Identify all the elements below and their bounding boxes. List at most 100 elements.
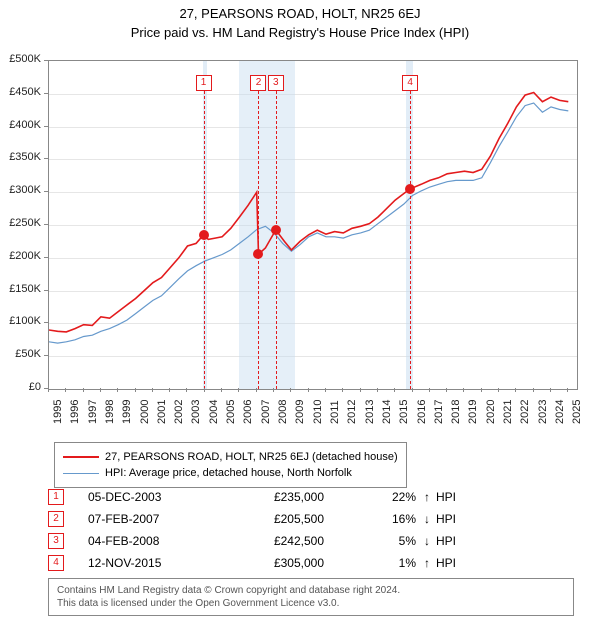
xtick-mark [65, 388, 66, 392]
chart-subtitle: Price paid vs. HM Land Registry's House … [0, 21, 600, 40]
xtick-mark [446, 388, 447, 392]
xtick-label: 2006 [242, 400, 254, 424]
transaction-pct: 1% [324, 556, 416, 570]
xtick-label: 2004 [208, 400, 220, 424]
transaction-price: £242,500 [216, 534, 324, 548]
sale-marker-line [276, 91, 277, 389]
transactions-table: 105-DEC-2003£235,00022%↑HPI207-FEB-2007£… [48, 486, 456, 574]
series-prop [49, 93, 568, 332]
ytick-mark [44, 191, 48, 192]
xtick-label: 1998 [104, 400, 116, 424]
xtick-label: 2016 [416, 400, 428, 424]
series-hpi [49, 103, 568, 343]
xtick-mark [360, 388, 361, 392]
xtick-mark [100, 388, 101, 392]
xtick-mark [221, 388, 222, 392]
xtick-mark [550, 388, 551, 392]
legend-row: 27, PEARSONS ROAD, HOLT, NR25 6EJ (detac… [63, 449, 398, 465]
ytick-mark [44, 322, 48, 323]
xtick-mark [412, 388, 413, 392]
xtick-label: 2021 [502, 400, 514, 424]
xtick-label: 2014 [381, 400, 393, 424]
legend-row: HPI: Average price, detached house, Nort… [63, 465, 398, 481]
xtick-mark [256, 388, 257, 392]
chart-title: 27, PEARSONS ROAD, HOLT, NR25 6EJ [0, 0, 600, 21]
xtick-mark [83, 388, 84, 392]
arrow-up-icon: ↑ [416, 556, 434, 570]
xtick-mark [169, 388, 170, 392]
chart-plot-area: 1234 [48, 60, 578, 390]
arrow-down-icon: ↓ [416, 512, 434, 526]
sale-marker-1: 1 [196, 75, 212, 91]
xtick-mark [567, 388, 568, 392]
attribution: Contains HM Land Registry data © Crown c… [48, 578, 574, 616]
xtick-mark [463, 388, 464, 392]
xtick-label: 2010 [312, 400, 324, 424]
ytick-mark [44, 257, 48, 258]
xtick-mark [533, 388, 534, 392]
xtick-label: 2001 [156, 400, 168, 424]
ytick-label: £200K [0, 250, 41, 262]
xtick-label: 2017 [433, 400, 445, 424]
ytick-label: £100K [0, 315, 41, 327]
transaction-index: 4 [48, 555, 64, 571]
xtick-label: 2005 [225, 400, 237, 424]
transaction-row: 207-FEB-2007£205,50016%↓HPI [48, 508, 456, 530]
ytick-mark [44, 60, 48, 61]
xtick-label: 2000 [139, 400, 151, 424]
transaction-pct: 5% [324, 534, 416, 548]
xtick-mark [308, 388, 309, 392]
sale-point [271, 225, 281, 235]
xtick-label: 1996 [69, 400, 81, 424]
arrow-down-icon: ↓ [416, 534, 434, 548]
xtick-label: 2015 [398, 400, 410, 424]
sale-point [253, 249, 263, 259]
transaction-index: 2 [48, 511, 64, 527]
xtick-mark [325, 388, 326, 392]
transaction-row: 105-DEC-2003£235,00022%↑HPI [48, 486, 456, 508]
ytick-label: £150K [0, 283, 41, 295]
ytick-mark [44, 290, 48, 291]
xtick-mark [152, 388, 153, 392]
legend-label: 27, PEARSONS ROAD, HOLT, NR25 6EJ (detac… [105, 449, 398, 465]
transaction-hpi-label: HPI [434, 556, 456, 570]
transaction-price: £305,000 [216, 556, 324, 570]
xtick-label: 2002 [173, 400, 185, 424]
ytick-label: £350K [0, 151, 41, 163]
xtick-mark [377, 388, 378, 392]
xtick-mark [204, 388, 205, 392]
xtick-mark [481, 388, 482, 392]
legend-label: HPI: Average price, detached house, Nort… [105, 465, 352, 481]
xtick-mark [48, 388, 49, 392]
xtick-label: 2018 [450, 400, 462, 424]
ytick-mark [44, 224, 48, 225]
ytick-label: £50K [0, 348, 41, 360]
sale-marker-2: 2 [250, 75, 266, 91]
ytick-label: £400K [0, 119, 41, 131]
transaction-hpi-label: HPI [434, 534, 456, 548]
xtick-label: 2023 [537, 400, 549, 424]
xtick-mark [394, 388, 395, 392]
xtick-mark [515, 388, 516, 392]
legend: 27, PEARSONS ROAD, HOLT, NR25 6EJ (detac… [54, 442, 407, 488]
attribution-line1: Contains HM Land Registry data © Crown c… [57, 584, 565, 597]
sale-marker-3: 3 [268, 75, 284, 91]
xtick-mark [429, 388, 430, 392]
ytick-label: £0 [0, 381, 41, 393]
xtick-mark [273, 388, 274, 392]
series-svg [49, 61, 577, 389]
transaction-date: 12-NOV-2015 [64, 556, 216, 570]
xtick-label: 2003 [190, 400, 202, 424]
xtick-label: 2020 [485, 400, 497, 424]
xtick-mark [498, 388, 499, 392]
transaction-date: 07-FEB-2007 [64, 512, 216, 526]
xtick-label: 1997 [87, 400, 99, 424]
legend-swatch [63, 473, 99, 474]
transaction-price: £205,500 [216, 512, 324, 526]
ytick-label: £250K [0, 217, 41, 229]
sale-marker-line [258, 91, 259, 389]
ytick-mark [44, 355, 48, 356]
xtick-mark [135, 388, 136, 392]
xtick-label: 2008 [277, 400, 289, 424]
transaction-row: 412-NOV-2015£305,0001%↑HPI [48, 552, 456, 574]
